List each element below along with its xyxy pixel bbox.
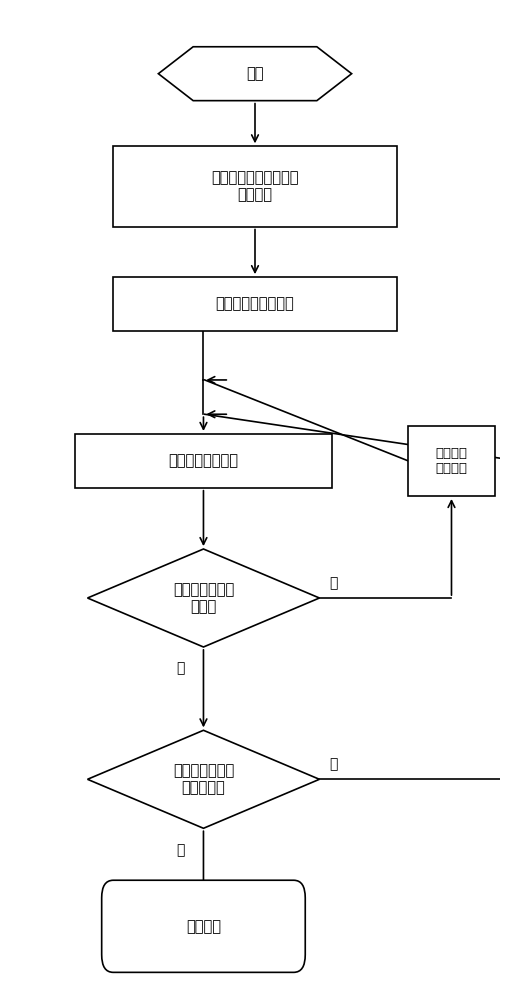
Text: 施加推力器的激励: 施加推力器的激励: [168, 453, 238, 468]
Text: 施加新的
喷气组合: 施加新的 喷气组合: [435, 447, 467, 475]
FancyBboxPatch shape: [74, 434, 332, 488]
Polygon shape: [88, 549, 319, 647]
Polygon shape: [158, 47, 351, 101]
Text: 分析推力器喷气特点: 分析推力器喷气特点: [215, 296, 294, 312]
FancyBboxPatch shape: [101, 880, 305, 972]
Text: 是: 是: [328, 757, 337, 771]
FancyBboxPatch shape: [113, 277, 396, 331]
Text: 输出结果: 输出结果: [186, 919, 220, 934]
Text: 是: 是: [177, 662, 185, 676]
Text: 建立卫星主基准与推力
器自基准: 建立卫星主基准与推力 器自基准: [211, 170, 298, 203]
Text: 是否卫星超出安
全偏转角度: 是否卫星超出安 全偏转角度: [173, 763, 234, 796]
FancyBboxPatch shape: [113, 146, 396, 227]
Text: 是否激振出所需
模态？: 是否激振出所需 模态？: [173, 582, 234, 614]
FancyBboxPatch shape: [407, 426, 494, 496]
Text: 否: 否: [177, 843, 185, 857]
Text: 是: 是: [328, 576, 337, 590]
Polygon shape: [88, 730, 319, 828]
Text: 开始: 开始: [246, 66, 263, 81]
